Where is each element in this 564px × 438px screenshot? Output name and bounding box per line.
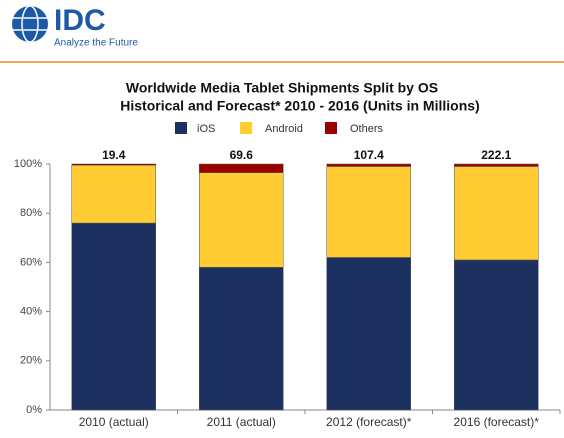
x-tick-label: 2012 (forecast)* [326, 415, 412, 429]
legend-label: iOS [197, 123, 215, 135]
y-tick-label: 60% [20, 256, 42, 268]
bar-total: 107.4 [354, 148, 384, 162]
bar-total: 222.1 [481, 148, 511, 162]
y-tick-label: 100% [14, 158, 42, 170]
y-tick-label: 80% [20, 207, 42, 219]
bar-segment [199, 267, 284, 411]
bar-segment [71, 222, 156, 411]
y-tick-label: 0% [26, 404, 42, 416]
bar-total: 19.4 [102, 148, 126, 162]
bar-segment [71, 163, 156, 166]
chart-title: Worldwide Media Tablet Shipments Split b… [126, 80, 438, 96]
logo-globe-line [21, 5, 39, 43]
bar-segment [199, 163, 284, 173]
chart-subtitle: Historical and Forecast* 2010 - 2016 (Un… [120, 98, 479, 114]
legend-swatch [175, 122, 187, 134]
legend-label: Others [350, 123, 384, 135]
bar-segment [326, 163, 411, 167]
y-tick-label: 40% [20, 306, 42, 318]
bar-segment [454, 166, 539, 261]
x-tick-label: 2011 (actual) [207, 415, 276, 429]
x-tick-label: 2016 (forecast)* [454, 415, 540, 429]
legend-label: Android [265, 123, 303, 135]
logo-name: IDC [54, 4, 106, 37]
bar-segment [454, 259, 539, 411]
bar-segment [326, 257, 411, 411]
logo-globe [12, 6, 48, 42]
y-tick-label: 20% [20, 355, 42, 367]
legend-swatch [240, 122, 252, 134]
bar-segment [199, 172, 284, 268]
bar-segment [71, 164, 156, 224]
logo-tagline: Analyze the Future [54, 38, 138, 49]
logo: IDC Analyze the Future [12, 4, 138, 49]
bar-segment [326, 166, 411, 258]
bar-segment [454, 163, 539, 167]
x-tick-label: 2010 (actual) [79, 415, 149, 429]
bar-total: 69.6 [230, 148, 254, 162]
legend-swatch [325, 122, 337, 134]
